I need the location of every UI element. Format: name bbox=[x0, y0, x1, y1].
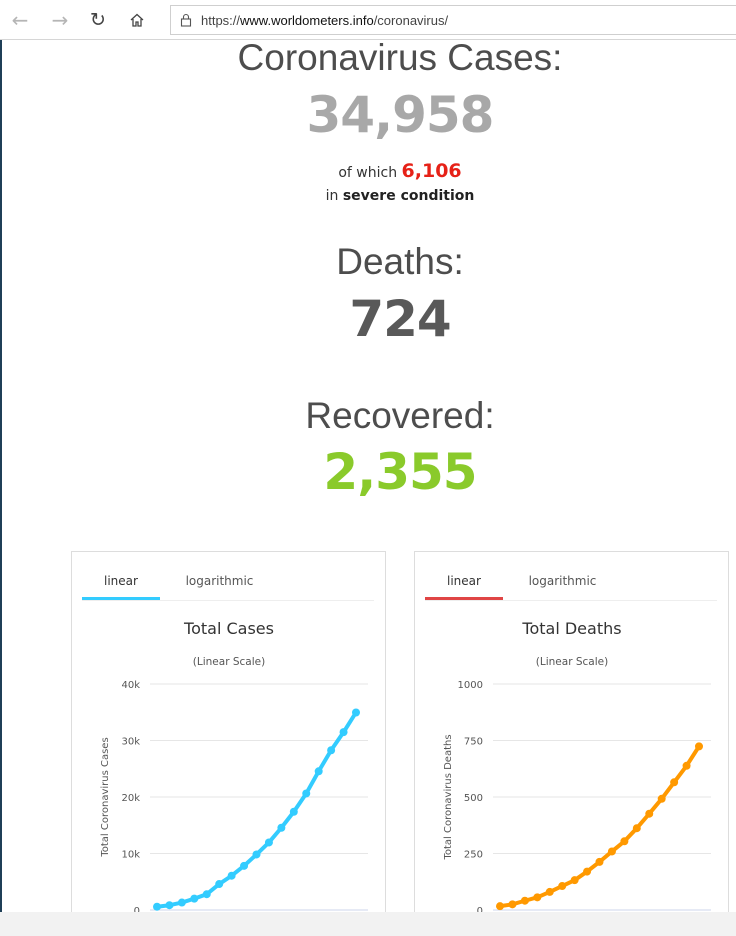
cases-ytick-label: 10k bbox=[121, 850, 140, 861]
url-text[interactable]: https://www.worldometers.info/coronaviru… bbox=[201, 13, 448, 28]
deaths-series-line bbox=[498, 744, 701, 909]
total-deaths-chart: Total Deaths (Linear Scale) 0 250 500 750 1000… bbox=[443, 619, 711, 917]
deaths-data-point bbox=[620, 837, 629, 846]
of-which-label: of which bbox=[338, 165, 398, 181]
refresh-button[interactable]: ↻ bbox=[84, 6, 112, 34]
url-path: /coronavirus/ bbox=[373, 12, 449, 28]
deaths-ytick-label: 0 bbox=[477, 906, 483, 917]
deaths-count: 724 bbox=[349, 290, 451, 348]
home-button[interactable] bbox=[123, 6, 151, 34]
deaths-data-point bbox=[632, 824, 641, 833]
cases-data-point bbox=[240, 861, 249, 870]
severe-count: 6,106 bbox=[401, 160, 462, 182]
cases-data-point bbox=[190, 894, 199, 903]
deaths-chart-title: Total Deaths bbox=[521, 619, 621, 638]
deaths-scale-tabs: linear logarithmic bbox=[425, 552, 717, 601]
cases-tab-logarithmic-label: logarithmic bbox=[185, 574, 254, 588]
cases-data-point bbox=[339, 728, 348, 737]
cases-ytick-label: 20k bbox=[121, 793, 140, 804]
browser-toolbar: ← → ↻ https://www.worldometers.info/coro… bbox=[0, 0, 736, 40]
cases-series-line bbox=[155, 710, 358, 909]
deaths-data-point bbox=[520, 896, 529, 905]
severe-condition-line: in severe condition bbox=[0, 188, 736, 204]
cases-tab-active-indicator bbox=[82, 597, 160, 600]
total-cases-chart-panel: linear logarithmic Total Cases (Linear Sc… bbox=[71, 551, 386, 931]
cases-tab-linear[interactable]: linear bbox=[82, 552, 160, 600]
in-label: in bbox=[325, 188, 339, 204]
recovered-count: 2,355 bbox=[323, 443, 477, 501]
cases-data-point bbox=[202, 890, 211, 899]
deaths-chart-subtitle: (Linear Scale) bbox=[536, 656, 608, 668]
cases-data-point bbox=[252, 850, 261, 859]
cases-chart-title: Total Cases bbox=[183, 619, 274, 638]
back-arrow-icon: ← bbox=[11, 8, 29, 32]
status-bar bbox=[0, 912, 736, 936]
deaths-tab-active-indicator bbox=[425, 597, 503, 600]
home-icon bbox=[130, 13, 144, 27]
address-bar[interactable]: https://www.worldometers.info/coronaviru… bbox=[170, 5, 736, 35]
severe-condition-label: severe condition bbox=[342, 188, 475, 204]
deaths-data-point bbox=[607, 847, 616, 856]
cases-data-point bbox=[177, 898, 186, 907]
total-cases-chart: Total Cases (Linear Scale) 0 10k 20k 30k 40k To… bbox=[100, 619, 368, 917]
deaths-ytick-label: 750 bbox=[464, 737, 483, 748]
cases-data-point bbox=[327, 746, 336, 755]
cases-ylabel: Total Coronavirus Cases bbox=[100, 737, 111, 857]
cases-ytick-label: 30k bbox=[121, 737, 140, 748]
back-button[interactable]: ← bbox=[6, 6, 34, 34]
cases-data-point bbox=[352, 708, 360, 717]
deaths-data-point bbox=[558, 882, 567, 891]
deaths-data-point bbox=[657, 794, 666, 803]
cases-data-point bbox=[314, 767, 323, 776]
cases-data-point bbox=[302, 789, 311, 798]
lock-icon bbox=[171, 13, 201, 27]
cases-count: 34,958 bbox=[306, 86, 495, 144]
cases-ytick-label: 0 bbox=[134, 906, 140, 917]
deaths-title: Deaths: bbox=[336, 241, 464, 282]
severe-line: of which 6,106 bbox=[0, 160, 736, 182]
deaths-data-point bbox=[682, 761, 691, 770]
deaths-tab-logarithmic[interactable]: logarithmic bbox=[515, 552, 610, 598]
deaths-data-point bbox=[533, 893, 542, 902]
deaths-ylabel: Total Coronavirus Deaths bbox=[443, 734, 454, 860]
cases-ytick-label: 40k bbox=[121, 680, 140, 691]
deaths-ytick-label: 1000 bbox=[458, 680, 483, 691]
deaths-ytick-label: 500 bbox=[464, 793, 483, 804]
deaths-tab-linear[interactable]: linear bbox=[425, 552, 503, 600]
cases-data-point bbox=[227, 871, 236, 880]
deaths-data-point bbox=[496, 902, 504, 911]
total-deaths-chart-panel: linear logarithmic Total Deaths (Linear S… bbox=[414, 551, 729, 931]
cases-title: Coronavirus Cases: bbox=[237, 37, 563, 78]
deaths-data-point bbox=[595, 857, 604, 866]
cases-tab-logarithmic[interactable]: logarithmic bbox=[172, 552, 267, 598]
forward-arrow-icon: → bbox=[51, 8, 69, 32]
cases-data-point bbox=[153, 902, 161, 911]
url-prefix: https:// bbox=[201, 12, 241, 28]
recovered-title: Recovered: bbox=[305, 395, 495, 436]
forward-button[interactable]: → bbox=[46, 6, 74, 34]
cases-data-point bbox=[264, 838, 273, 847]
deaths-data-point bbox=[583, 867, 592, 876]
refresh-icon: ↻ bbox=[90, 9, 106, 31]
cases-chart-subtitle: (Linear Scale) bbox=[193, 656, 265, 668]
deaths-data-point bbox=[508, 900, 517, 909]
url-domain: www.worldometers.info bbox=[240, 12, 374, 28]
cases-tab-linear-label: linear bbox=[104, 574, 138, 588]
window-frame-edge bbox=[0, 0, 2, 912]
cases-scale-tabs: linear logarithmic bbox=[82, 552, 374, 601]
deaths-data-point bbox=[695, 742, 703, 751]
deaths-tab-logarithmic-label: logarithmic bbox=[528, 574, 597, 588]
deaths-tab-linear-label: linear bbox=[447, 574, 481, 588]
cases-data-point bbox=[289, 807, 298, 816]
cases-data-point bbox=[215, 880, 224, 889]
deaths-ytick-label: 250 bbox=[464, 850, 483, 861]
deaths-data-point bbox=[545, 887, 554, 896]
deaths-data-point bbox=[645, 809, 654, 818]
deaths-data-point bbox=[570, 876, 579, 885]
cases-data-point bbox=[165, 901, 174, 910]
deaths-data-point bbox=[670, 778, 679, 787]
cases-data-point bbox=[277, 823, 286, 832]
